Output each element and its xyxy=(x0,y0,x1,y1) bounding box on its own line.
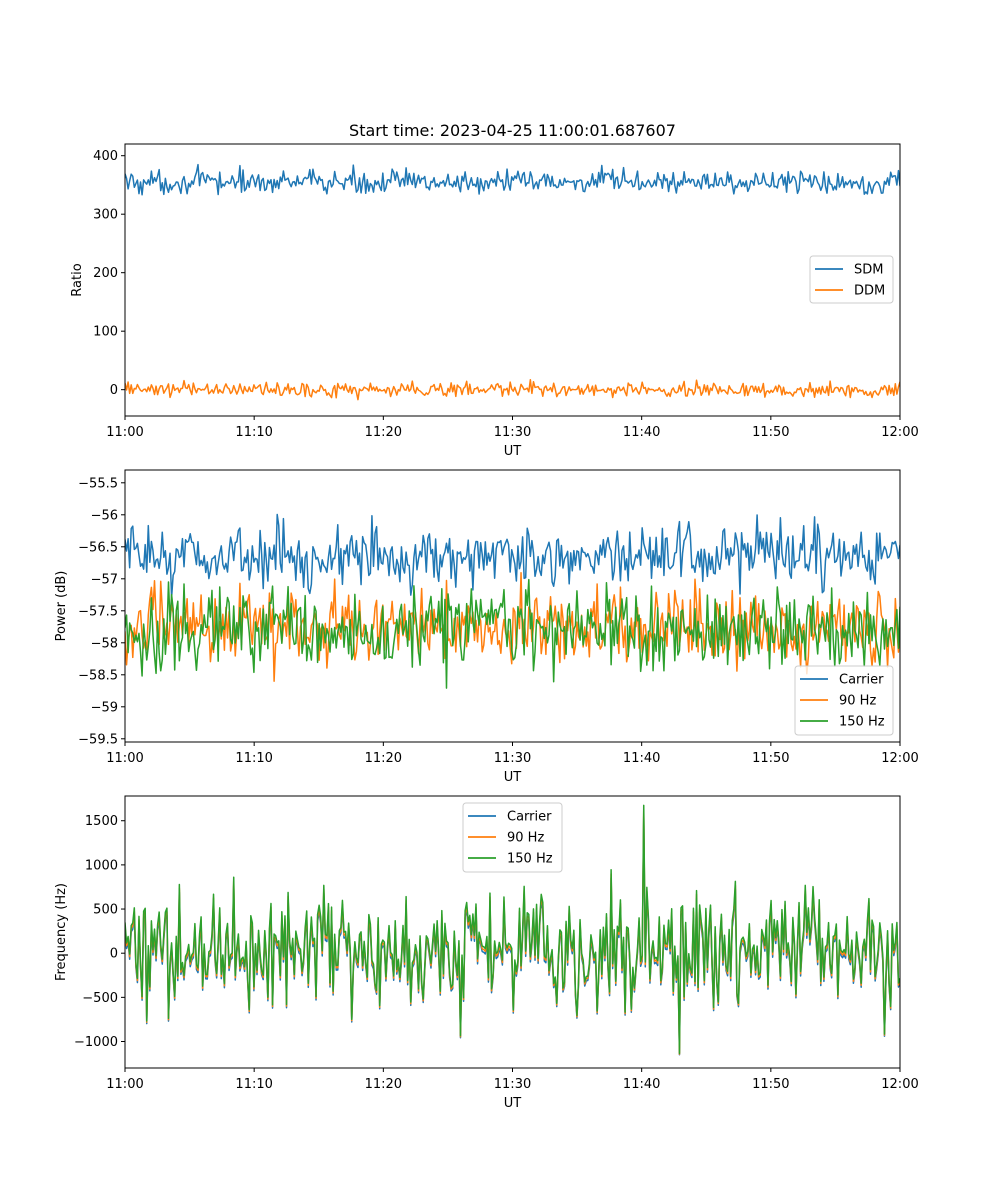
y-tick-label: 100 xyxy=(93,325,118,340)
y-tick-label: −500 xyxy=(82,991,118,1006)
legend: Carrier 90 Hz 150 Hz xyxy=(462,802,563,873)
legend-label-sdm: SDM xyxy=(854,263,883,278)
y-axis-label: Ratio xyxy=(70,263,85,296)
x-tick-label: 11:00 xyxy=(106,751,143,766)
legend-label-150-hz: 150 Hz xyxy=(839,715,885,730)
panels: 11:00 11:10 11:20 11:30 11:40 11:50 12:00 UT 0 10… xyxy=(54,143,919,1111)
y-tick-label: 0 xyxy=(110,947,118,962)
x-tick-label: 11:10 xyxy=(235,425,272,440)
y-tick-label: 300 xyxy=(93,208,118,223)
legend-label-carrier: Carrier xyxy=(507,810,552,825)
y-tick-label: −58 xyxy=(91,636,118,651)
y-tick-label: −58.5 xyxy=(78,668,118,683)
x-tick-label: 11:20 xyxy=(365,425,402,440)
x-tick-label: 11:00 xyxy=(106,1077,143,1092)
y-tick-label: −56.5 xyxy=(78,540,118,555)
x-axis-label: UT xyxy=(504,444,522,459)
x-tick-label: 11:50 xyxy=(752,425,789,440)
y-tick-label: −57.5 xyxy=(78,604,118,619)
y-tick-label: 400 xyxy=(93,149,118,164)
y-axis-label: Frequency (Hz) xyxy=(54,883,69,981)
legend: Carrier 90 Hz 150 Hz xyxy=(794,665,894,736)
y-tick-label: −59 xyxy=(91,700,118,715)
x-tick-label: 11:10 xyxy=(235,1077,272,1092)
x-tick-label: 12:00 xyxy=(881,751,918,766)
x-tick-label: 11:40 xyxy=(623,425,660,440)
y-tick-label: 0 xyxy=(110,383,118,398)
y-tick-label: −56 xyxy=(91,508,118,523)
y-tick-label: −55.5 xyxy=(78,476,118,491)
series-group xyxy=(125,804,900,1056)
y-tick-label: −57 xyxy=(91,572,118,587)
y-axis-label: Power (dB) xyxy=(54,571,69,642)
panel-1: 11:00 11:10 11:20 11:30 11:40 11:50 12:00 UT 0 10… xyxy=(70,143,919,459)
series-line-ddm xyxy=(125,378,900,401)
legend-label-90-hz: 90 Hz xyxy=(839,694,876,709)
legend-box xyxy=(462,802,563,873)
series-line-sdm xyxy=(125,163,900,196)
series-line-carrier xyxy=(125,513,900,599)
x-tick-label: 11:30 xyxy=(494,751,531,766)
y-tick-label: −1000 xyxy=(74,1035,118,1050)
legend-label-carrier: Carrier xyxy=(839,673,884,688)
legend-box xyxy=(794,665,894,736)
x-tick-label: 11:20 xyxy=(365,1077,402,1092)
y-tick-label: 500 xyxy=(93,903,118,918)
x-tick-label: 11:50 xyxy=(752,1077,789,1092)
legend-label-ddm: DDM xyxy=(854,284,885,299)
x-axis-label: UT xyxy=(504,770,522,785)
legend-label-150-hz: 150 Hz xyxy=(507,852,553,867)
x-tick-label: 11:50 xyxy=(752,751,789,766)
figure-title: Start time: 2023-04-25 11:00:01.687607 xyxy=(349,121,676,140)
y-tick-label: 1000 xyxy=(85,858,118,873)
panel-3: 11:00 11:10 11:20 11:30 11:40 11:50 12:00 UT 150… xyxy=(54,795,919,1111)
y-tick-label: −59.5 xyxy=(78,732,118,747)
panel-2: 11:00 11:10 11:20 11:30 11:40 11:50 12:00 UT −55… xyxy=(54,469,919,785)
series-group xyxy=(125,513,900,689)
x-axis-label: UT xyxy=(504,1096,522,1111)
x-tick-label: 11:10 xyxy=(235,751,272,766)
x-tick-label: 12:00 xyxy=(881,425,918,440)
legend: SDM DDM xyxy=(809,255,894,304)
x-tick-label: 12:00 xyxy=(881,1077,918,1092)
x-tick-label: 11:40 xyxy=(623,1077,660,1092)
series-line-150-hz xyxy=(125,578,900,689)
x-tick-label: 11:20 xyxy=(365,751,402,766)
x-tick-label: 11:40 xyxy=(623,751,660,766)
series-line-150-hz xyxy=(125,804,900,1055)
legend-box xyxy=(809,255,894,304)
x-tick-label: 11:30 xyxy=(494,425,531,440)
y-tick-label: 1500 xyxy=(85,814,118,829)
x-tick-label: 11:30 xyxy=(494,1077,531,1092)
series-group xyxy=(125,163,900,401)
x-tick-label: 11:00 xyxy=(106,425,143,440)
legend-label-90-hz: 90 Hz xyxy=(507,831,544,846)
y-tick-label: 200 xyxy=(93,266,118,281)
